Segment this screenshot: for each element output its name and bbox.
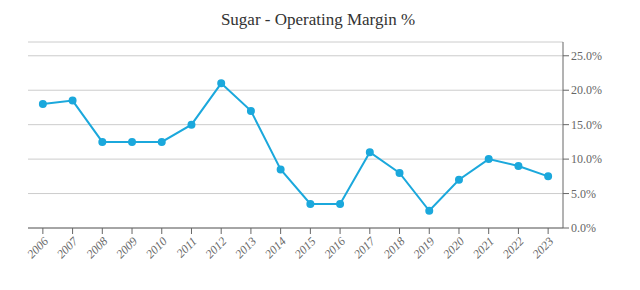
svg-text:2015: 2015 [292, 234, 319, 261]
svg-text:2018: 2018 [381, 234, 408, 261]
html-text:Sugar - Operating Margin %: Sugar - Operating Margin % [220, 10, 416, 29]
svg-text:2010: 2010 [143, 234, 170, 261]
svg-text:2016: 2016 [321, 234, 348, 261]
svg-text:0.0%: 0.0% [571, 221, 596, 235]
svg-text:2013: 2013 [232, 234, 259, 261]
svg-text:5.0%: 5.0% [571, 187, 596, 201]
svg-text:2011: 2011 [173, 234, 199, 260]
svg-text:2021: 2021 [470, 234, 497, 261]
svg-text:2017: 2017 [351, 234, 379, 262]
svg-text:2012: 2012 [202, 234, 229, 261]
svg-text:15.0%: 15.0% [571, 118, 602, 132]
svg-text:2006: 2006 [24, 234, 51, 261]
svg-text:2007: 2007 [54, 234, 82, 262]
svg-text:2019: 2019 [411, 234, 438, 261]
svg-text:2020: 2020 [440, 234, 467, 261]
svg-text:2008: 2008 [84, 234, 111, 261]
svg-text:25.0%: 25.0% [571, 49, 602, 63]
svg-text:20.0%: 20.0% [571, 83, 602, 97]
svg-text:2014: 2014 [262, 234, 289, 261]
svg-text:2023: 2023 [529, 234, 556, 261]
svg-text:10.0%: 10.0% [571, 152, 602, 166]
svg-text:2009: 2009 [113, 234, 140, 261]
svg-text:2022: 2022 [500, 234, 527, 261]
